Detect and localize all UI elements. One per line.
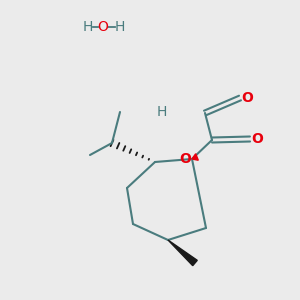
Text: H: H bbox=[83, 20, 93, 34]
Text: O: O bbox=[251, 132, 263, 146]
Polygon shape bbox=[192, 154, 198, 160]
Text: H: H bbox=[115, 20, 125, 34]
Text: O: O bbox=[241, 91, 253, 105]
Polygon shape bbox=[168, 240, 197, 266]
Text: O: O bbox=[179, 152, 191, 166]
Text: H: H bbox=[157, 105, 167, 119]
Text: O: O bbox=[98, 20, 108, 34]
